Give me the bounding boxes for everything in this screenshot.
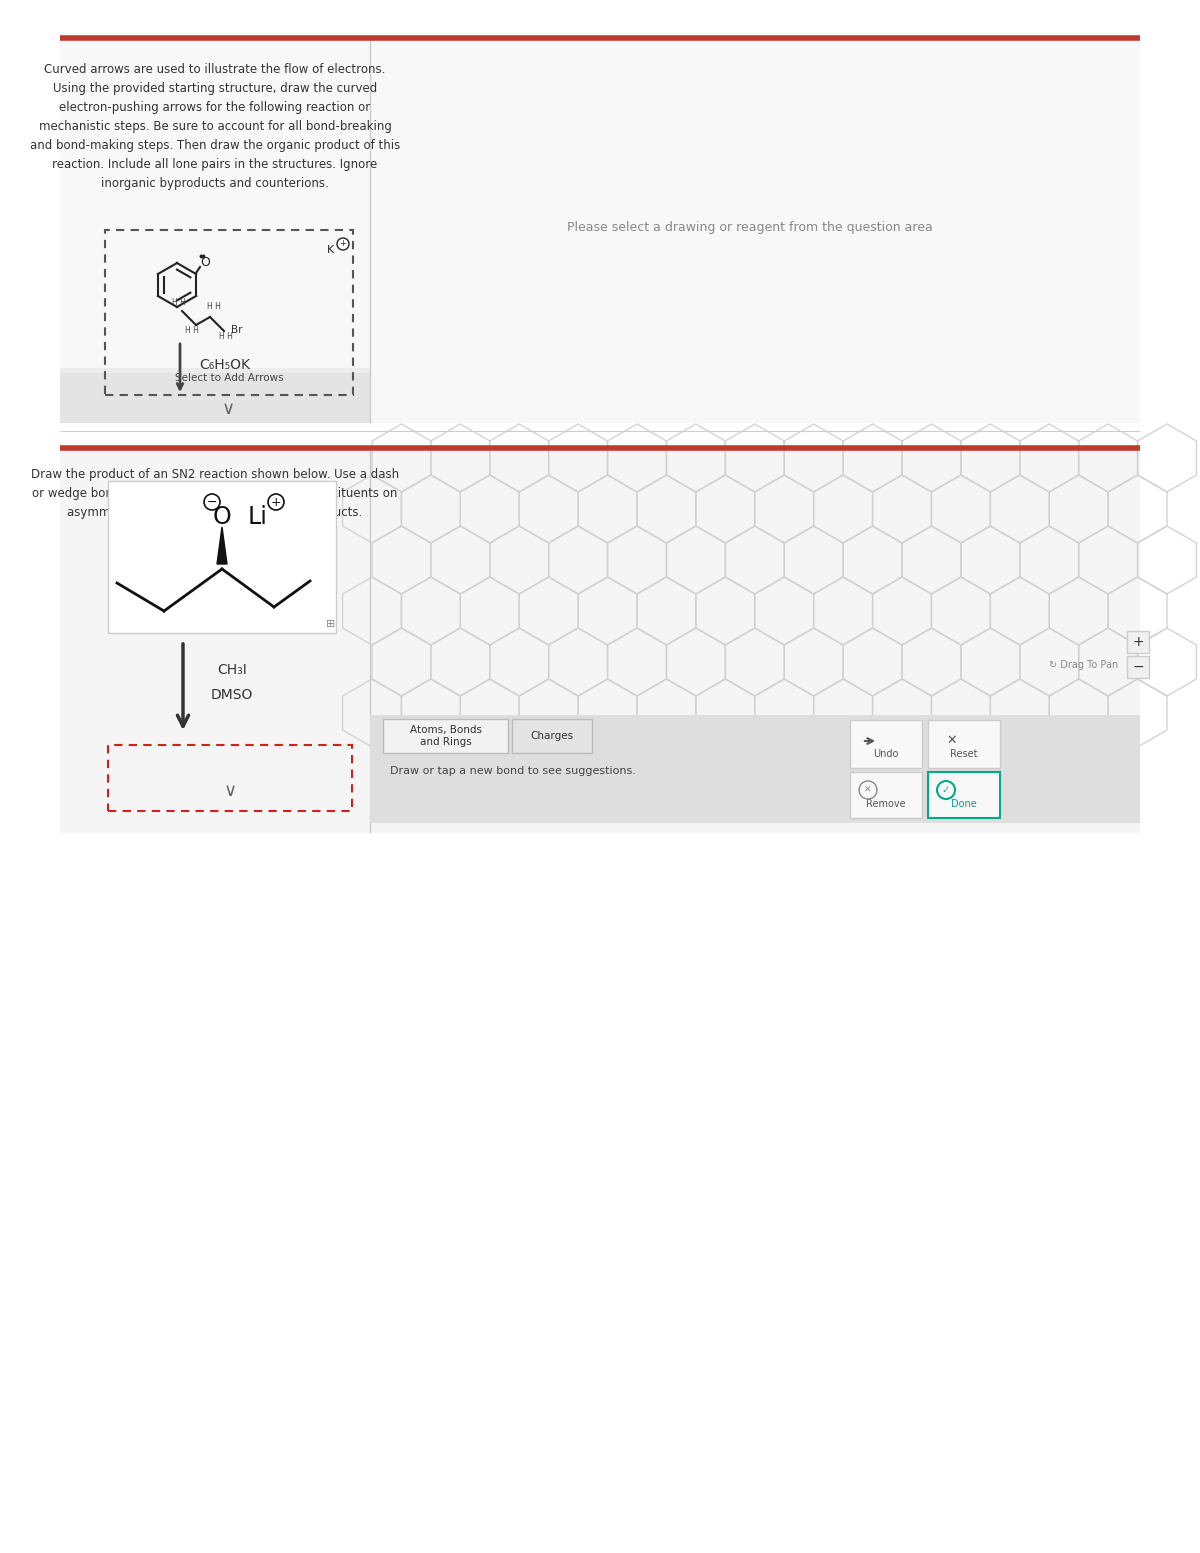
Text: H H: H H — [220, 332, 233, 342]
Text: −: − — [1132, 660, 1144, 674]
Text: Please select a drawing or reagent from the question area: Please select a drawing or reagent from … — [568, 222, 932, 235]
Text: Undo: Undo — [874, 749, 899, 759]
Text: Draw the product of an SN2 reaction shown below. Use a dash
or wedge bond to ind: Draw the product of an SN2 reaction show… — [31, 467, 400, 519]
Text: ∨: ∨ — [223, 783, 236, 800]
Text: Atoms, Bonds
and Rings: Atoms, Bonds and Rings — [410, 725, 482, 747]
Text: +: + — [1132, 635, 1144, 649]
Bar — [850, 721, 922, 769]
Circle shape — [268, 494, 284, 509]
Bar — [60, 37, 1140, 422]
Bar — [1127, 655, 1150, 679]
Text: Done: Done — [952, 798, 977, 809]
Circle shape — [859, 781, 877, 798]
Text: ⊞: ⊞ — [326, 620, 336, 629]
Circle shape — [204, 494, 220, 509]
Bar — [60, 447, 1140, 832]
Text: +: + — [271, 495, 281, 508]
Text: O: O — [200, 256, 210, 270]
Bar — [108, 745, 352, 811]
Text: Draw or tap a new bond to see suggestions.: Draw or tap a new bond to see suggestion… — [390, 766, 636, 776]
Text: O: O — [212, 505, 232, 530]
Text: Remove: Remove — [866, 798, 906, 809]
Text: ✓: ✓ — [942, 784, 950, 795]
Text: H H: H H — [172, 298, 186, 307]
Bar — [928, 772, 1000, 818]
Bar — [106, 230, 353, 394]
Bar — [108, 481, 336, 634]
Text: Br: Br — [230, 325, 242, 335]
Text: C₆H₅OK: C₆H₅OK — [199, 359, 251, 373]
Bar — [1127, 631, 1150, 652]
Text: ∨: ∨ — [222, 401, 234, 418]
Bar — [60, 368, 370, 422]
Bar — [928, 721, 1000, 769]
Text: K: K — [328, 245, 335, 255]
Text: Curved arrows are used to illustrate the flow of electrons.
Using the provided s: Curved arrows are used to illustrate the… — [30, 64, 400, 189]
Bar — [370, 714, 1140, 823]
Bar — [383, 719, 508, 753]
Text: Li: Li — [248, 505, 268, 530]
Text: ✕: ✕ — [864, 786, 871, 795]
Circle shape — [937, 781, 955, 798]
Text: CH₃I: CH₃I — [217, 663, 247, 677]
Text: DMSO: DMSO — [211, 688, 253, 702]
Bar — [60, 373, 370, 422]
Text: Charges: Charges — [530, 731, 574, 741]
Text: H H: H H — [208, 301, 221, 311]
Bar — [512, 719, 592, 753]
Text: Select to Add Arrows: Select to Add Arrows — [175, 373, 283, 384]
Text: −: − — [206, 495, 217, 508]
Text: ↻ Drag To Pan: ↻ Drag To Pan — [1049, 660, 1118, 669]
Polygon shape — [217, 526, 227, 564]
Text: H H: H H — [185, 326, 199, 335]
Text: +: + — [340, 239, 347, 248]
Circle shape — [337, 238, 349, 250]
Text: ✕: ✕ — [947, 733, 958, 747]
Bar — [850, 772, 922, 818]
Text: Reset: Reset — [950, 749, 978, 759]
